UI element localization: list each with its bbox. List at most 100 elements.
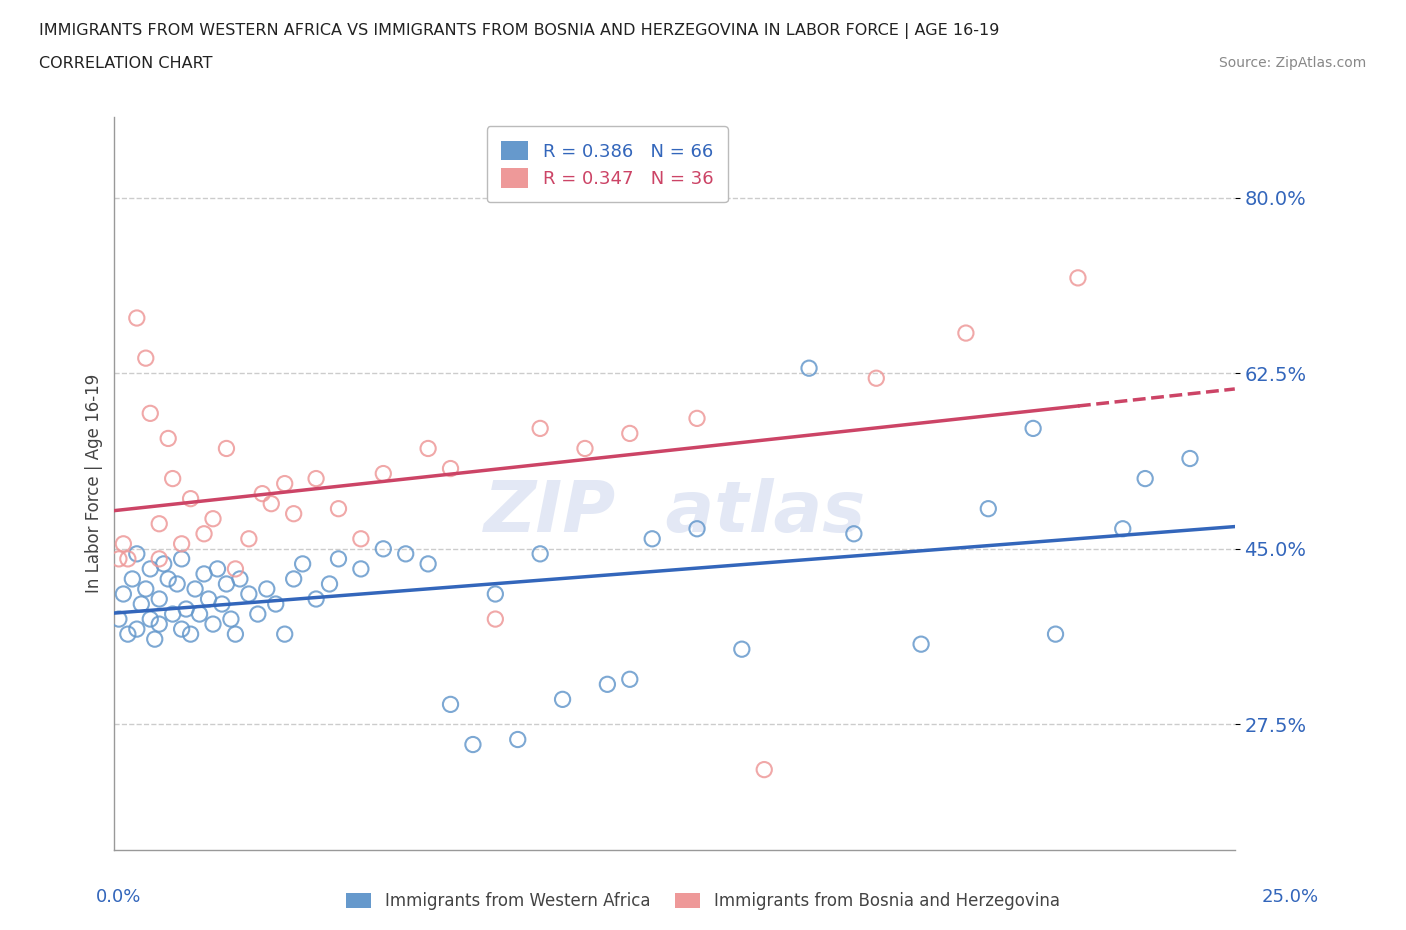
Point: [865, 371, 887, 386]
Point: [125, 311, 148, 325]
Point: [373, 466, 395, 481]
Point: [797, 361, 820, 376]
Point: [1045, 627, 1067, 642]
Text: ZIP  atlas: ZIP atlas: [484, 478, 866, 548]
Point: [184, 581, 207, 596]
Point: [117, 551, 139, 566]
Point: [305, 472, 328, 486]
Point: [641, 531, 664, 546]
Point: [148, 551, 170, 566]
Point: [1022, 421, 1045, 436]
Text: 25.0%: 25.0%: [1261, 888, 1319, 906]
Point: [305, 591, 328, 606]
Point: [273, 476, 295, 491]
Point: [201, 512, 224, 526]
Point: [416, 556, 439, 571]
Point: [416, 441, 439, 456]
Point: [148, 591, 170, 606]
Point: [318, 577, 340, 591]
Point: [193, 526, 215, 541]
Point: [201, 617, 224, 631]
Point: [121, 572, 143, 587]
Point: [350, 531, 373, 546]
Point: [574, 441, 596, 456]
Point: [129, 596, 152, 611]
Point: [108, 612, 131, 627]
Point: [529, 421, 551, 436]
Point: [910, 637, 932, 652]
Point: [1178, 451, 1201, 466]
Point: [283, 572, 305, 587]
Point: [166, 577, 188, 591]
Point: [139, 562, 162, 577]
Point: [1133, 472, 1156, 486]
Point: [955, 326, 977, 340]
Point: [112, 537, 135, 551]
Point: [224, 562, 246, 577]
Point: [211, 596, 233, 611]
Point: [170, 621, 193, 636]
Point: [977, 501, 1000, 516]
Point: [529, 547, 551, 562]
Point: [238, 587, 260, 602]
Point: [148, 617, 170, 631]
Point: [260, 497, 283, 512]
Point: [139, 612, 162, 627]
Point: [373, 541, 395, 556]
Point: [1112, 522, 1135, 537]
Point: [157, 431, 180, 445]
Point: [125, 621, 148, 636]
Point: [283, 506, 305, 521]
Point: [461, 737, 484, 752]
Point: [439, 697, 461, 711]
Point: [135, 581, 157, 596]
Point: [207, 562, 229, 577]
Point: [135, 351, 157, 365]
Point: [215, 441, 238, 456]
Point: [162, 472, 184, 486]
Point: [143, 631, 166, 646]
Point: [596, 677, 619, 692]
Point: [252, 486, 274, 501]
Point: [686, 522, 709, 537]
Point: [174, 602, 197, 617]
Point: [125, 547, 148, 562]
Point: [139, 405, 162, 420]
Point: [328, 501, 350, 516]
Point: [246, 606, 269, 621]
Point: [219, 612, 242, 627]
Point: [157, 572, 180, 587]
Point: [273, 627, 295, 642]
Point: [484, 612, 506, 627]
Point: [152, 556, 174, 571]
Point: [256, 581, 278, 596]
Point: [112, 587, 135, 602]
Point: [395, 547, 418, 562]
Point: [170, 537, 193, 551]
Point: [224, 627, 246, 642]
Point: [731, 642, 754, 657]
Y-axis label: In Labor Force | Age 16-19: In Labor Force | Age 16-19: [86, 374, 103, 593]
Point: [291, 556, 314, 571]
Point: [117, 627, 139, 642]
Point: [180, 491, 202, 506]
Legend: R = 0.386   N = 66, R = 0.347   N = 36: R = 0.386 N = 66, R = 0.347 N = 36: [486, 126, 728, 202]
Text: Source: ZipAtlas.com: Source: ZipAtlas.com: [1219, 56, 1367, 70]
Point: [148, 516, 170, 531]
Point: [180, 627, 202, 642]
Point: [619, 426, 641, 441]
Point: [551, 692, 574, 707]
Point: [188, 606, 211, 621]
Text: 0.0%: 0.0%: [96, 888, 141, 906]
Point: [842, 526, 865, 541]
Text: CORRELATION CHART: CORRELATION CHART: [39, 56, 212, 71]
Point: [506, 732, 529, 747]
Point: [108, 551, 131, 566]
Point: [264, 596, 287, 611]
Point: [439, 461, 461, 476]
Point: [619, 671, 641, 686]
Point: [1067, 271, 1090, 286]
Point: [686, 411, 709, 426]
Point: [238, 531, 260, 546]
Point: [215, 577, 238, 591]
